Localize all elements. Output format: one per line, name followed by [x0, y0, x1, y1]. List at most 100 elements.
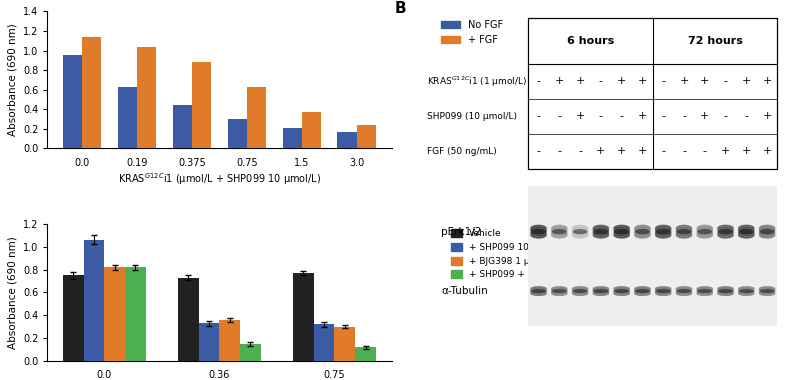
Text: +: + [575, 76, 585, 86]
Ellipse shape [593, 230, 608, 236]
Ellipse shape [718, 225, 733, 231]
Ellipse shape [656, 288, 671, 292]
Ellipse shape [678, 230, 690, 233]
Bar [335, 327, 355, 361]
Text: +: + [762, 146, 772, 156]
Ellipse shape [614, 291, 630, 295]
Ellipse shape [760, 288, 775, 292]
Ellipse shape [573, 225, 588, 231]
Ellipse shape [593, 290, 608, 294]
Ellipse shape [531, 228, 546, 234]
Ellipse shape [635, 225, 650, 231]
Ellipse shape [761, 290, 773, 292]
Bar [301, 112, 321, 149]
Ellipse shape [718, 290, 733, 294]
Ellipse shape [739, 288, 754, 292]
Text: -: - [724, 76, 727, 86]
Ellipse shape [552, 287, 567, 291]
Ellipse shape [656, 232, 671, 238]
Y-axis label: Absorbance (690 nm): Absorbance (690 nm) [7, 24, 17, 136]
Ellipse shape [614, 290, 630, 294]
Ellipse shape [593, 288, 608, 292]
Text: α-Tubulin: α-Tubulin [441, 286, 488, 296]
Bar [240, 344, 261, 361]
Ellipse shape [760, 291, 775, 295]
Ellipse shape [676, 228, 692, 234]
Ellipse shape [697, 228, 712, 234]
Ellipse shape [697, 230, 712, 236]
Ellipse shape [740, 230, 753, 233]
Ellipse shape [739, 290, 754, 294]
Ellipse shape [635, 288, 650, 292]
Ellipse shape [635, 230, 650, 236]
Text: FGF (50 ng/mL): FGF (50 ng/mL) [427, 147, 497, 156]
Bar [63, 276, 84, 361]
Ellipse shape [552, 228, 567, 234]
Bar [178, 278, 199, 361]
Ellipse shape [573, 230, 588, 236]
Ellipse shape [739, 225, 754, 231]
Ellipse shape [593, 232, 608, 238]
Text: -: - [744, 111, 748, 121]
Bar [104, 267, 125, 361]
Text: -: - [537, 76, 540, 86]
Ellipse shape [656, 287, 671, 291]
Ellipse shape [594, 290, 608, 292]
Ellipse shape [593, 225, 608, 231]
Ellipse shape [531, 288, 546, 292]
Ellipse shape [531, 290, 546, 294]
Text: +: + [638, 111, 647, 121]
Text: +: + [742, 76, 751, 86]
Ellipse shape [552, 290, 567, 294]
Text: -: - [724, 111, 727, 121]
Text: +: + [679, 76, 689, 86]
Ellipse shape [532, 230, 545, 233]
Text: +: + [700, 76, 709, 86]
Ellipse shape [574, 230, 586, 233]
Bar [192, 62, 211, 149]
Ellipse shape [532, 290, 545, 292]
Bar [118, 87, 137, 149]
Ellipse shape [593, 287, 608, 291]
Ellipse shape [552, 288, 567, 292]
Ellipse shape [697, 232, 712, 238]
Ellipse shape [614, 232, 630, 238]
Text: +: + [575, 111, 585, 121]
Ellipse shape [678, 290, 690, 292]
Ellipse shape [718, 288, 733, 292]
Text: -: - [599, 111, 603, 121]
Text: +: + [762, 111, 772, 121]
Ellipse shape [760, 232, 775, 238]
Ellipse shape [718, 230, 733, 236]
Ellipse shape [760, 230, 775, 236]
Bar [247, 87, 266, 149]
Ellipse shape [676, 288, 692, 292]
Ellipse shape [552, 232, 567, 238]
Ellipse shape [676, 230, 692, 236]
Ellipse shape [635, 232, 650, 238]
Ellipse shape [760, 290, 775, 294]
Ellipse shape [676, 287, 692, 291]
Text: -: - [661, 146, 665, 156]
Text: -: - [661, 76, 665, 86]
Ellipse shape [635, 228, 650, 234]
Bar [199, 323, 219, 361]
Ellipse shape [718, 291, 733, 295]
Bar [228, 119, 247, 149]
Ellipse shape [739, 287, 754, 291]
Bar [137, 47, 156, 149]
Bar [84, 240, 104, 361]
Bar [219, 320, 240, 361]
Ellipse shape [531, 287, 546, 291]
Ellipse shape [739, 228, 754, 234]
Ellipse shape [697, 290, 712, 294]
Ellipse shape [739, 291, 754, 295]
Text: -: - [557, 111, 561, 121]
Ellipse shape [718, 232, 733, 238]
Polygon shape [528, 186, 777, 326]
Text: KRAS$^{G12C}$i1 (1 μmol/L): KRAS$^{G12C}$i1 (1 μmol/L) [427, 74, 527, 89]
Text: -: - [661, 111, 665, 121]
Ellipse shape [553, 290, 566, 292]
Ellipse shape [656, 228, 671, 234]
Text: -: - [619, 111, 623, 121]
